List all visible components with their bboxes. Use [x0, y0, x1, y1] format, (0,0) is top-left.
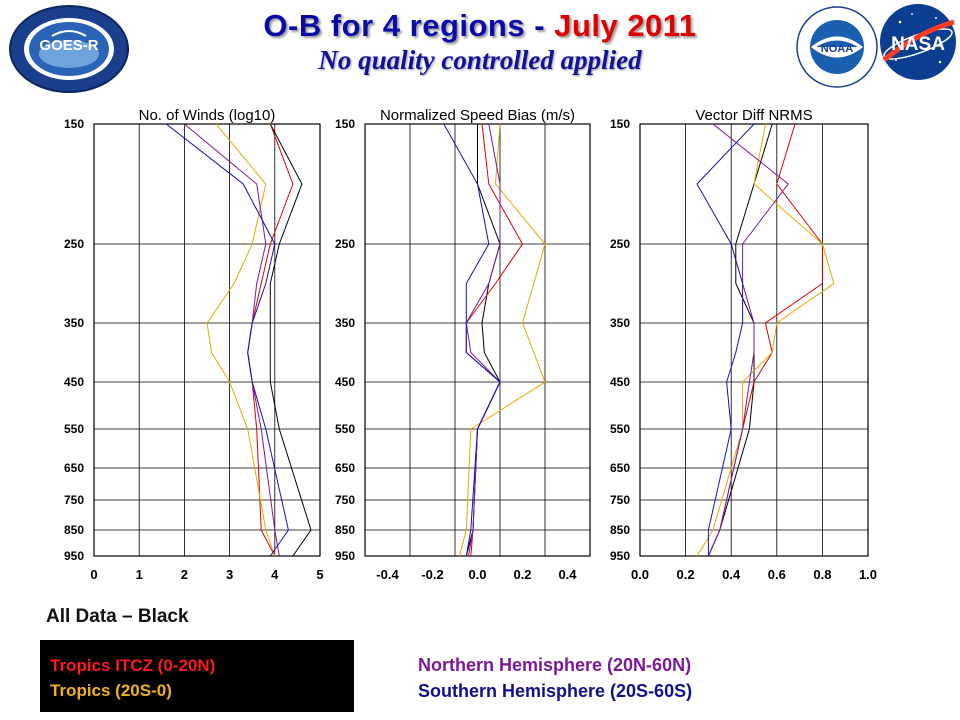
y-tick-label: 350	[64, 316, 84, 330]
x-tick-label: 0.0	[468, 567, 486, 582]
title-block: O-B for 4 regions - July 2011 No quality…	[160, 8, 800, 76]
y-tick-label: 750	[610, 493, 630, 507]
y-tick-label: 650	[64, 461, 84, 475]
legend-southern-hemisphere: Southern Hemisphere (20S-60S)	[418, 681, 693, 701]
x-tick-label: 1.0	[859, 567, 877, 582]
legend-northern-hemisphere: Northern Hemisphere (20N-60N)	[418, 655, 692, 675]
x-tick-label: 4	[271, 567, 279, 582]
series-line-southern-hemisphere-20s-60s	[443, 123, 501, 557]
y-tick-label: 650	[335, 461, 355, 475]
chart-title: Normalized Speed Bias (m/s)	[380, 107, 575, 124]
x-tick-label: 2	[181, 567, 188, 582]
charts-area: 150 250 350 450 550 650 750 850 950 0 1 2 3 4 5 No. of …	[64, 107, 877, 582]
y-tick-label: 150	[335, 117, 355, 131]
y-tick-label: 650	[610, 461, 630, 475]
nasa-logo-text: NASA	[891, 34, 945, 55]
y-tick-label: 950	[610, 549, 630, 563]
series-line-tropics-itcz-0-20n	[707, 123, 823, 557]
x-tick-label: 0.0	[631, 567, 649, 582]
x-tick-label: 0.4	[722, 567, 741, 582]
y-tick-label: 350	[610, 316, 630, 330]
x-tick-label: 1	[136, 567, 143, 582]
title-part-date: July 2011	[554, 8, 697, 43]
x-tick-label: 0.8	[813, 567, 831, 582]
y-tick-label: 250	[64, 237, 84, 251]
y-tick-label: 750	[64, 493, 84, 507]
y-tick-label: 150	[64, 117, 84, 131]
series-line-southern-hemisphere-20s-60s	[696, 123, 755, 556]
y-tick-label: 450	[610, 375, 630, 389]
legend-tropics-south: Tropics (20S-0)	[50, 681, 172, 700]
page-title: O-B for 4 regions - July 2011	[160, 8, 800, 44]
x-tick-label: -0.4	[376, 567, 399, 582]
chart-panel-1: 150 250 350 450 550 650 750 850 950 0 1 2 3 4 5 No. of …	[64, 107, 324, 582]
series-line-southern-hemisphere-20s-60s	[165, 123, 289, 557]
series-line-all-data	[465, 124, 501, 557]
chart-panel-2: 150 250 350 450 550 650 750 850 950 -0.4 -0.2 0.0 0.…	[335, 107, 591, 582]
series-line-northern-hemisphere-20n-60n	[707, 123, 789, 557]
legend-all-data: All Data – Black	[46, 606, 189, 627]
x-tick-label: 0.4	[558, 567, 577, 582]
legend-tropics-box: Tropics ITCZ (0-20N) Tropics (20S-0)	[40, 640, 354, 712]
series-line-all-data	[707, 123, 773, 557]
x-tick-label: 0.2	[513, 567, 531, 582]
y-tick-label: 950	[64, 549, 84, 563]
chart-title: No. of Winds (log10)	[139, 107, 276, 124]
y-tick-label: 550	[610, 422, 630, 436]
series-line-all-data	[269, 123, 312, 557]
y-tick-label: 950	[335, 549, 355, 563]
x-tick-label: 0.6	[768, 567, 786, 582]
y-tick-label: 350	[335, 316, 355, 330]
title-part-regions: O-B for 4 regions -	[263, 8, 555, 43]
page-subtitle: No quality controlled applied	[318, 45, 642, 75]
y-tick-label: 450	[335, 375, 355, 389]
nasa-logo: NASA	[880, 4, 956, 80]
goes-r-logo-text: GOES-R	[39, 37, 98, 54]
y-tick-label: 850	[610, 523, 630, 537]
y-tick-label: 750	[335, 493, 355, 507]
plot-frame	[93, 123, 321, 557]
x-tick-label: 5	[316, 567, 323, 582]
legend-hemispheres: Northern Hemisphere (20N-60N) Southern H…	[418, 652, 692, 704]
y-tick-label: 150	[610, 117, 630, 131]
series-line-tropics-20s-0	[206, 123, 276, 557]
y-tick-label: 550	[64, 422, 84, 436]
goes-r-logo: GOES-R	[9, 5, 129, 93]
y-tick-label: 250	[335, 237, 355, 251]
x-tick-label: 3	[226, 567, 233, 582]
plot-frame	[364, 123, 591, 557]
x-tick-label: -0.2	[421, 567, 443, 582]
legend-tropics-itcz: Tropics ITCZ (0-20N)	[50, 656, 216, 675]
y-tick-label: 550	[335, 422, 355, 436]
y-tick-label: 450	[64, 375, 84, 389]
series-line-northern-hemisphere-20n-60n	[465, 123, 501, 557]
x-tick-label: 0.2	[677, 567, 695, 582]
y-tick-label: 850	[335, 523, 355, 537]
noaa-logo: NOAA	[796, 6, 878, 88]
y-tick-label: 850	[64, 523, 84, 537]
noaa-logo-text: NOAA	[821, 43, 853, 55]
y-tick-label: 250	[610, 237, 630, 251]
x-tick-label: 0	[90, 567, 97, 582]
series-line-tropics-20s-0	[696, 123, 835, 557]
chart-title: Vector Diff NRMS	[695, 107, 812, 124]
series-line-tropics-20s-0	[459, 123, 546, 557]
